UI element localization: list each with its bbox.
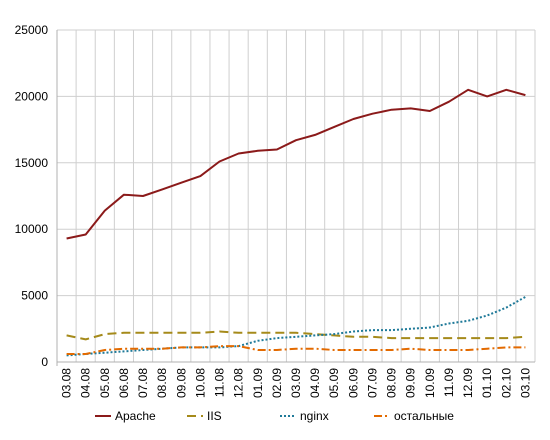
x-tick-label: 10.09: [423, 368, 437, 398]
x-tick-label: 09.08: [174, 368, 188, 398]
x-tick-label: 12.09: [461, 368, 475, 398]
x-tick-label: 11.09: [442, 368, 456, 397]
y-tick-label: 10000: [15, 222, 49, 236]
y-tick-label: 0: [41, 355, 48, 369]
y-tick-label: 15000: [15, 156, 49, 170]
x-tick-label: 05.09: [327, 368, 341, 398]
x-tick-label: 08.09: [385, 368, 399, 398]
x-tick-label: 04.09: [308, 368, 322, 398]
x-tick-label: 02.10: [499, 368, 513, 398]
x-tick-label: 02.09: [270, 368, 284, 398]
x-tick-label: 09.09: [404, 368, 418, 398]
x-tick-label: 06.09: [346, 368, 360, 398]
x-tick-label: 10.08: [193, 368, 207, 398]
x-tick-label: 03.08: [60, 368, 74, 398]
x-tick-label: 11.08: [213, 368, 227, 397]
legend-label: nginx: [300, 409, 329, 423]
x-tick-label: 05.08: [98, 368, 112, 398]
x-tick-label: 07.08: [136, 368, 150, 398]
y-tick-label: 5000: [21, 289, 48, 303]
x-tick-label: 03.10: [518, 368, 532, 398]
x-tick-label: 12.08: [232, 368, 246, 398]
series-lines: [66, 88, 526, 357]
x-tick-label: 04.08: [79, 368, 93, 398]
x-tick-label: 08.08: [155, 368, 169, 398]
x-tick-label: 06.08: [117, 368, 131, 398]
series-line-2: [66, 296, 526, 357]
x-tick-label: 03.09: [289, 368, 303, 398]
series-line-1: [66, 330, 526, 341]
x-tick-label: 07.09: [365, 368, 379, 398]
axes: 0 5000 10000 15000 20000 25000 03.08 04.08 05.08…: [15, 23, 535, 398]
legend-label: Apache: [115, 409, 156, 423]
legend-label: IIS: [207, 409, 222, 423]
series-line-3: [66, 345, 526, 355]
legend-label: остальные: [394, 409, 454, 423]
legend: Apache IIS nginx остальные: [95, 409, 454, 423]
series-line-0: [66, 88, 526, 240]
y-tick-label: 20000: [15, 89, 49, 103]
y-tick-label: 25000: [15, 23, 49, 37]
x-tick-label: 01.10: [480, 368, 494, 398]
gridlines: [56, 29, 536, 363]
x-tick-label: 01.09: [251, 368, 265, 398]
